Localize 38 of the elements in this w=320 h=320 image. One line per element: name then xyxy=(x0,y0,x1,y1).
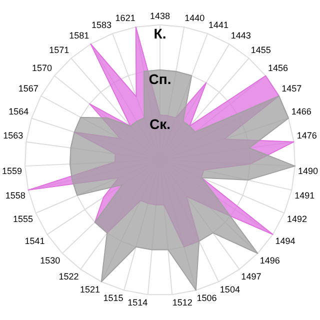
spoke-label: 1571 xyxy=(49,45,70,56)
spoke-label: 1457 xyxy=(282,84,302,94)
spoke-label: 1555 xyxy=(12,214,33,224)
spoke-label: 1530 xyxy=(40,255,60,266)
spoke-label: 1497 xyxy=(241,272,262,282)
spoke-label: 1443 xyxy=(230,30,251,41)
spoke-label: 1522 xyxy=(58,272,79,282)
spoke-label: 1492 xyxy=(287,214,308,224)
y-tick-label: Ск. xyxy=(149,116,171,132)
spoke-label: 1583 xyxy=(91,20,112,30)
spoke-label: 1456 xyxy=(268,62,288,73)
spoke-label: 1559 xyxy=(2,166,22,176)
spoke-label: 1581 xyxy=(69,30,90,41)
spoke-label: 1494 xyxy=(275,236,296,246)
spoke-label: 1521 xyxy=(80,284,100,294)
spoke-label: 1504 xyxy=(220,284,240,294)
spoke-label: 1564 xyxy=(8,106,29,116)
spoke-label: 1515 xyxy=(103,293,124,304)
spoke-label: 1514 xyxy=(128,297,148,308)
spoke-label: 1491 xyxy=(294,190,315,201)
spoke-label: 1570 xyxy=(32,62,52,73)
spoke-label: 1512 xyxy=(172,297,192,308)
spoke-label: 1567 xyxy=(18,84,38,94)
spoke-label: 1496 xyxy=(260,255,280,266)
y-tick-label: Сп. xyxy=(148,70,172,87)
spoke-label: 1476 xyxy=(296,130,317,141)
spoke-label: 1621 xyxy=(115,13,136,24)
spoke-label: 1438 xyxy=(150,10,170,21)
spoke-label: 1440 xyxy=(184,13,205,24)
y-tick-label: К. xyxy=(154,26,166,42)
spoke-label: 1558 xyxy=(5,190,26,201)
spoke-label: 1441 xyxy=(208,20,229,30)
spoke-label: 1490 xyxy=(298,166,318,176)
spoke-label: 1563 xyxy=(3,130,24,141)
spoke-label: 1466 xyxy=(291,106,312,116)
spoke-label: 1455 xyxy=(250,45,271,56)
spoke-label: 1541 xyxy=(24,236,45,246)
spoke-label: 1506 xyxy=(196,293,217,304)
